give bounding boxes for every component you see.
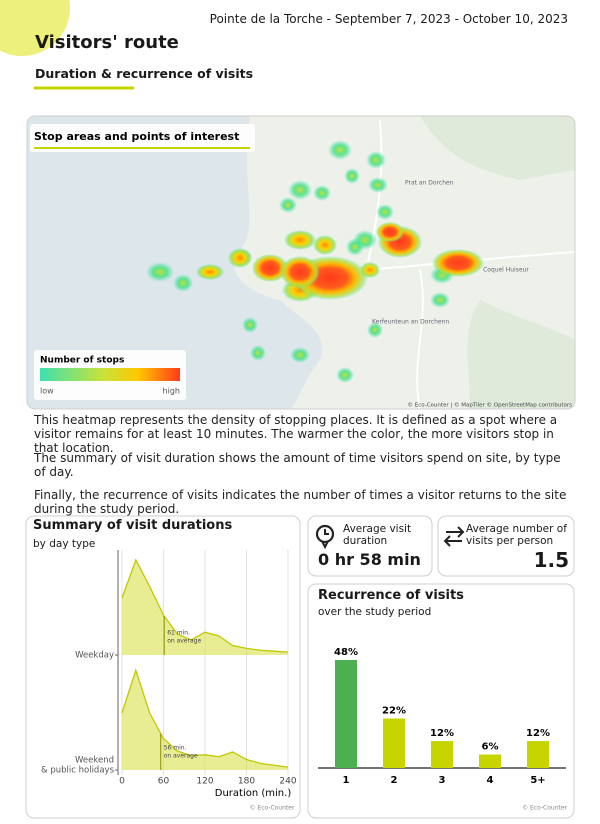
heat-spot [173,274,193,292]
heat-spot [313,185,331,201]
mean-label: 56 min. [164,745,187,752]
arrows-icon [443,526,465,547]
x-tick-label: 1 [343,775,350,786]
report-period: Pointe de la Torche - September 7, 2023 … [209,12,568,26]
kpi-value: 0 hr 58 min [318,550,421,569]
page-title: Visitors' route [35,32,179,53]
heat-spot [284,230,316,250]
map-sea [27,116,322,409]
bar [479,754,501,768]
heat-spot [250,345,266,361]
heat-spot [313,235,337,255]
x-tick-label: 60 [158,777,170,787]
bar [383,718,405,768]
map-attribution: © Eco-Counter | © MapTiler © OpenStreetM… [408,402,573,409]
heat-spot [368,177,388,193]
credit: © Eco-Counter [250,805,295,812]
mean-label: on average [164,753,198,760]
bar [527,741,549,768]
card [307,515,433,577]
header-blob [0,0,70,56]
value-label: 48% [334,647,358,658]
legend-title: Number of stops [40,356,124,366]
value-label: 12% [430,728,454,739]
map-title-box [30,124,255,152]
clock-icon [315,524,335,550]
heat-spot [228,248,252,268]
density-line [121,668,289,768]
density-fill [122,560,288,655]
x-tick-label: 240 [279,777,296,787]
heat-spot [252,254,288,282]
chart-subtitle: over the study period [318,606,432,618]
heat-spot [146,262,174,282]
heat-spot [328,140,352,160]
kpi-label: Average visit duration [343,523,412,547]
card [437,515,575,577]
heat-spot [376,204,394,220]
heat-spot [196,264,224,280]
map: Stop areas and points of interest Number… [27,116,575,409]
mean-label: 61 min. [167,630,190,637]
map-title: Stop areas and points of interest [34,130,239,143]
x-tick-label: 3 [439,775,446,786]
density-line [121,558,289,653]
map-field [467,300,575,409]
chart-title: Summary of visit durations [33,518,233,533]
x-tick-label: 5+ [530,775,545,786]
value-label: 6% [482,742,499,753]
x-tick-label: 2 [391,775,398,786]
mean-label: on average [167,638,201,645]
y-category-label: Weekday [75,651,114,661]
heat-spot [366,151,386,169]
place-label: Coquel Huiseur [483,267,529,274]
place-label: Kerfeunteun an Dorchenn [372,319,449,326]
map-field [420,116,575,180]
heat-spot [242,317,258,333]
kpi-label: Average number of visits per person [466,523,567,547]
value-label: 12% [526,728,550,739]
x-axis-label: Duration (min.) [215,788,292,799]
paragraph: The summary of visit duration shows the … [34,451,561,479]
heat-spot [367,322,383,338]
credit: © Eco-Counter [522,805,567,812]
chart-title: Recurrence of visits [318,588,464,603]
heat-spot [288,180,312,200]
card [307,583,575,819]
heat-spot [353,230,377,250]
heat-spot [432,249,484,277]
x-tick-label: 4 [487,775,494,786]
y-category-label: Weekend [75,756,114,766]
heat-spot [280,256,320,288]
bar [335,660,357,768]
heat-spot [290,347,310,363]
heat-spot [360,262,380,278]
place-label: Prat an Dorchen [405,180,454,187]
paragraph: Finally, the recurrence of visits indica… [34,488,567,516]
map-frame [26,115,576,410]
x-tick-label: 120 [196,777,213,787]
legend-gradient [40,368,180,381]
kpi-value: 1.5 [533,548,569,572]
bar [431,741,453,768]
legend-high: high [163,387,180,396]
density-fill [122,670,288,770]
x-tick-label: 0 [119,777,125,787]
paragraph: This heatmap represents the density of s… [34,413,558,455]
x-tick-label: 180 [238,777,255,787]
heat-spot [376,222,404,242]
page-subtitle: Duration & recurrence of visits [35,66,254,81]
chart-subtitle: by day type [33,538,96,550]
value-label: 22% [382,706,406,717]
heatmap [146,140,484,383]
y-category-label: & public holidays [41,766,115,776]
heat-spot [344,168,360,184]
legend-low: low [40,387,54,396]
heat-spot [336,367,354,383]
heat-spot [279,197,297,213]
heat-spot [430,292,450,308]
